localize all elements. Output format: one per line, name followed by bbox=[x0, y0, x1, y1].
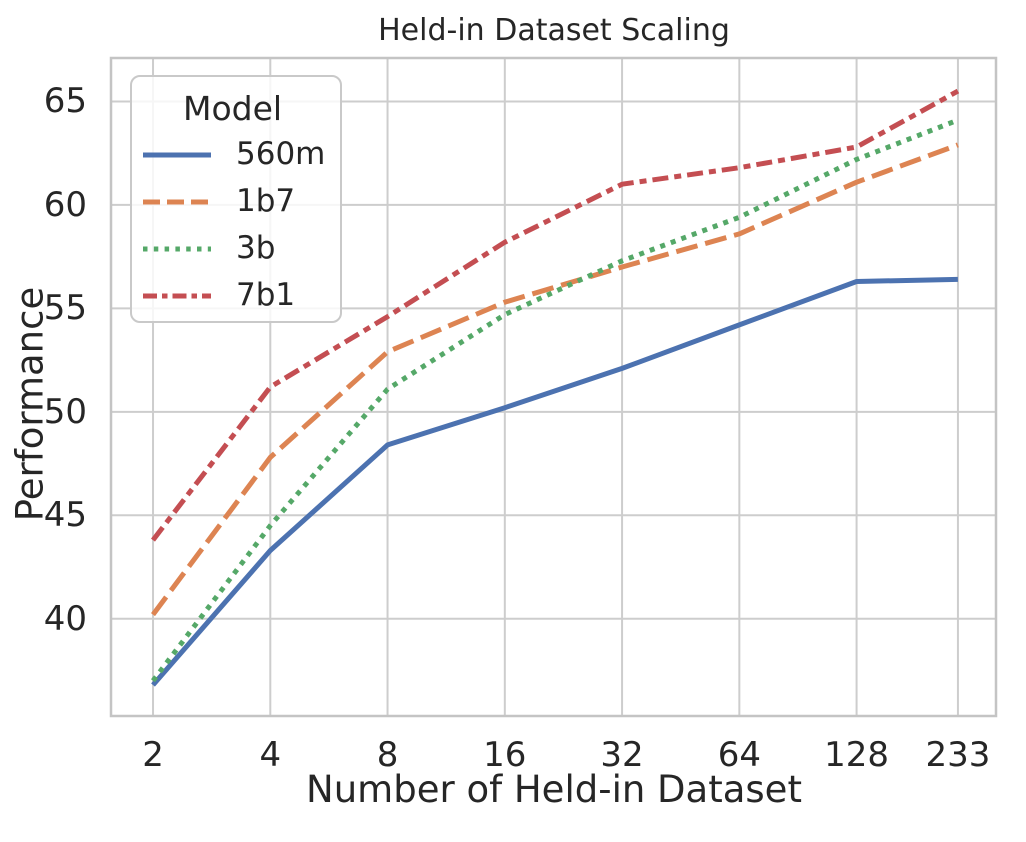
legend-entry-1b7: 1b7 bbox=[132, 178, 340, 225]
x-tick-label-16: 16 bbox=[483, 735, 527, 775]
y-tick-label-45: 45 bbox=[43, 495, 87, 536]
y-tick-label-65: 65 bbox=[43, 81, 87, 122]
legend-line-sample-dashed bbox=[143, 199, 211, 204]
legend-entry-3b: 3b bbox=[132, 225, 340, 272]
chart-title: Held-in Dataset Scaling bbox=[378, 13, 730, 48]
legend-entries: 560m 1b7 3b 7b1 bbox=[132, 131, 340, 319]
x-tick-label-32: 32 bbox=[600, 735, 644, 775]
x-tick-label-128: 128 bbox=[824, 735, 890, 775]
legend-line-sample-dashdot bbox=[143, 293, 211, 298]
legend-line-sample-solid bbox=[143, 152, 211, 157]
y-tick-label-55: 55 bbox=[43, 288, 87, 329]
series-line-560m bbox=[151, 276, 958, 687]
x-axis-label: Number of Held-in Dataset bbox=[306, 768, 802, 811]
legend-title: Model bbox=[183, 89, 283, 128]
x-tick-label-233: 233 bbox=[925, 735, 991, 775]
plot-border bbox=[109, 56, 998, 718]
legend-label-3b: 3b bbox=[236, 230, 276, 266]
y-tick-label-60: 60 bbox=[43, 184, 87, 225]
y-tick-label-50: 50 bbox=[43, 391, 87, 432]
legend-entry-560m: 560m bbox=[132, 131, 340, 178]
series-line-7b1 bbox=[151, 88, 960, 542]
x-tick-label-64: 64 bbox=[717, 735, 761, 775]
legend-box: Model 560m 1b7 3b 7b1 bbox=[130, 75, 342, 323]
legend-label-1b7: 1b7 bbox=[236, 183, 296, 219]
series-line-1b7 bbox=[150, 142, 959, 617]
x-tick-label-8: 8 bbox=[376, 735, 399, 775]
legend-entry-7b1: 7b1 bbox=[132, 272, 340, 319]
legend-label-7b1: 7b1 bbox=[236, 277, 296, 313]
y-tick-label-40: 40 bbox=[43, 598, 87, 639]
x-tick-label-2: 2 bbox=[142, 735, 164, 775]
series-line-3b bbox=[151, 117, 959, 683]
legend-line-sample-dotted bbox=[143, 246, 211, 251]
x-tick-label-4: 4 bbox=[259, 735, 282, 775]
legend-label-560m: 560m bbox=[236, 136, 326, 172]
